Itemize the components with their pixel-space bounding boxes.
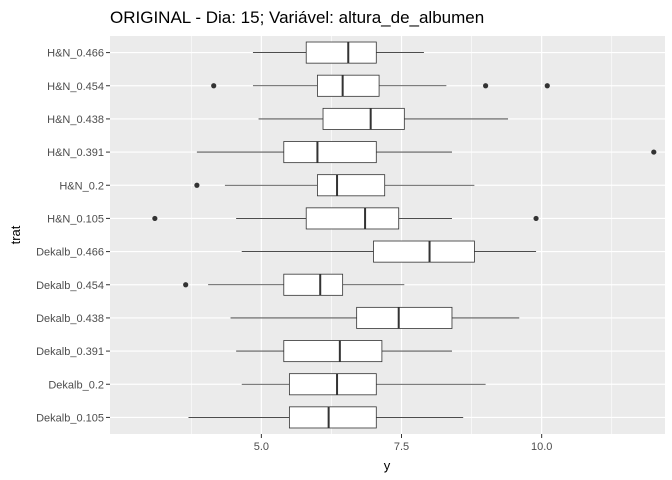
box-Dekalb_0.438: [230, 306, 520, 329]
y-tick-label: Dekalb_0.105: [36, 412, 104, 424]
outlier-point: [544, 83, 550, 89]
iqr-box: [283, 141, 377, 164]
y-tick-label: Dekalb_0.454: [36, 280, 104, 292]
iqr-box: [305, 41, 377, 64]
outlier-point: [183, 282, 189, 288]
box-H&N_0.2: [194, 174, 475, 197]
y-tick-label: H&N_0.438: [47, 114, 104, 126]
y-tick-label: Dekalb_0.391: [36, 346, 104, 358]
iqr-box: [356, 306, 453, 329]
box-H&N_0.105: [152, 207, 539, 230]
iqr-box: [317, 174, 386, 197]
y-tick-label: H&N_0.105: [47, 213, 104, 225]
x-axis-title: y: [384, 458, 391, 473]
outlier-point: [483, 83, 489, 89]
box-Dekalb_0.105: [188, 406, 464, 429]
y-tick-label: H&N_0.454: [47, 81, 104, 93]
chart-title: ORIGINAL - Dia: 15; Variável: altura_de_…: [110, 8, 484, 27]
iqr-box: [373, 240, 475, 263]
iqr-box: [288, 406, 377, 429]
plot-panel: [110, 36, 665, 434]
y-tick-label: H&N_0.2: [59, 180, 104, 192]
x-tick-labels: 5.0 7.5 10.0: [254, 434, 552, 453]
box-Dekalb_0.454: [183, 273, 405, 296]
iqr-box: [305, 207, 400, 230]
outlier-point: [211, 83, 217, 89]
outlier-point: [152, 215, 158, 222]
iqr-box: [322, 107, 405, 130]
iqr-box: [283, 340, 383, 363]
box-H&N_0.438: [258, 107, 509, 130]
x-tick-label: 7.5: [394, 441, 409, 453]
y-tick-labels: H&N_0.466 H&N_0.454 H&N_0.438 H&N_0.391 H&N_…: [36, 48, 110, 424]
y-tick-label: Dekalb_0.2: [48, 379, 104, 391]
x-tick-label: 10.0: [531, 441, 552, 453]
y-axis-title: trat: [8, 225, 23, 244]
y-tick-label: Dekalb_0.438: [36, 313, 104, 325]
x-tick-label: 5.0: [254, 441, 269, 453]
iqr-box: [283, 273, 344, 296]
box-H&N_0.391: [196, 141, 657, 164]
y-tick-label: Dekalb_0.466: [36, 247, 104, 259]
box-Dekalb_0.391: [236, 340, 452, 363]
y-tick-label: H&N_0.391: [47, 147, 104, 159]
outlier-point: [194, 182, 200, 188]
y-tick-label: H&N_0.466: [47, 48, 104, 60]
iqr-box: [317, 74, 380, 97]
box-H&N_0.466: [252, 41, 424, 64]
boxes-layer: [152, 41, 657, 429]
box-Dekalb_0.466: [241, 240, 537, 263]
box-Dekalb_0.2: [241, 373, 486, 396]
outlier-point: [651, 149, 657, 155]
iqr-box: [288, 373, 377, 396]
box-H&N_0.454: [211, 74, 550, 97]
outlier-point: [533, 215, 539, 222]
